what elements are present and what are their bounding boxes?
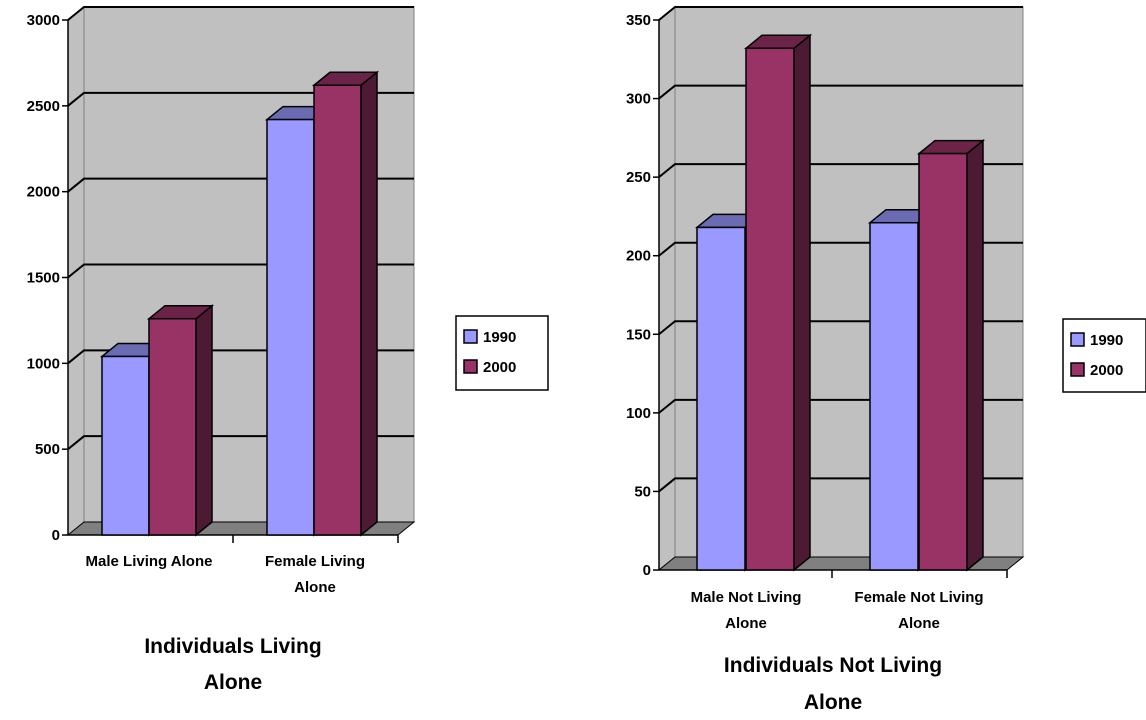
legend-swatch — [463, 359, 478, 374]
bar-2000-2 — [916, 138, 986, 572]
bar-front-face — [869, 221, 919, 571]
chart-title: Individuals Living — [144, 635, 321, 658]
y-tick-label: 3000 — [27, 12, 60, 29]
chart-2: 0 50 100 150 200 250 300 350 Male Not Living Alon… — [626, 5, 1146, 714]
y-tick-label: 300 — [626, 91, 651, 108]
bar-front-face — [696, 226, 746, 571]
x-category-label: Female Not Living — [854, 589, 983, 606]
legend-label: 2000 — [1090, 362, 1123, 379]
legend-box — [455, 315, 549, 391]
y-tick-label: 0 — [52, 527, 60, 544]
bar-front-face — [148, 317, 197, 536]
y-tick-label: 1500 — [27, 270, 60, 287]
legend-box — [1062, 318, 1146, 393]
gridline — [658, 163, 1023, 178]
legend-swatch — [1070, 362, 1085, 377]
bar-front-face — [313, 84, 362, 536]
y-tick-label: 200 — [626, 248, 651, 265]
chart-title: Alone — [204, 671, 262, 694]
legend: 1990 2000 — [455, 315, 549, 391]
gridline — [658, 6, 1023, 21]
gridline — [67, 6, 414, 21]
bar-front-face — [101, 355, 150, 536]
bar-2000-1 — [743, 33, 813, 572]
x-category-label: Female Living — [265, 553, 365, 570]
legend: 1990 2000 — [1062, 318, 1146, 393]
y-tick-label: 100 — [626, 405, 651, 422]
chart-title: Individuals Not Living — [724, 654, 942, 677]
y-tick-label: 2000 — [27, 184, 60, 201]
bar-front-face — [266, 118, 315, 536]
bar-2000-2 — [311, 70, 380, 537]
y-tick-label: 350 — [626, 12, 651, 29]
legend-label: 1990 — [483, 329, 516, 346]
y-tick-label: 0 — [643, 562, 651, 579]
legend-swatch — [1070, 332, 1085, 347]
chart-title: Alone — [804, 691, 862, 714]
x-category-label: Alone — [898, 615, 940, 632]
y-tick-label: 150 — [626, 326, 651, 343]
legend-label: 1990 — [1090, 332, 1123, 349]
x-category-label: Alone — [725, 615, 767, 632]
chart-1: 0 500 1000 1500 2000 2500 3000 Male Living Alon… — [27, 5, 549, 694]
x-category-label: Male Not Living — [691, 589, 802, 606]
bar-front-face — [918, 152, 968, 571]
bar-side-face — [793, 33, 811, 572]
y-tick-label: 50 — [634, 483, 651, 500]
bar-side-face — [195, 304, 213, 537]
y-tick-label: 500 — [35, 441, 60, 458]
x-category-label: Male Living Alone — [86, 553, 213, 570]
x-category-label: Alone — [294, 579, 336, 596]
bar-front-face — [745, 47, 795, 571]
y-tick-label: 1000 — [27, 355, 60, 372]
legend-label: 2000 — [483, 359, 516, 376]
y-tick-label: 2500 — [27, 98, 60, 115]
gridline — [658, 84, 1023, 100]
bar-side-face — [966, 138, 984, 572]
y-tick-label: 250 — [626, 169, 651, 186]
gridline — [67, 91, 414, 107]
bar-side-face — [360, 70, 378, 537]
legend-swatch — [463, 329, 478, 344]
bar-2000-1 — [146, 304, 215, 537]
